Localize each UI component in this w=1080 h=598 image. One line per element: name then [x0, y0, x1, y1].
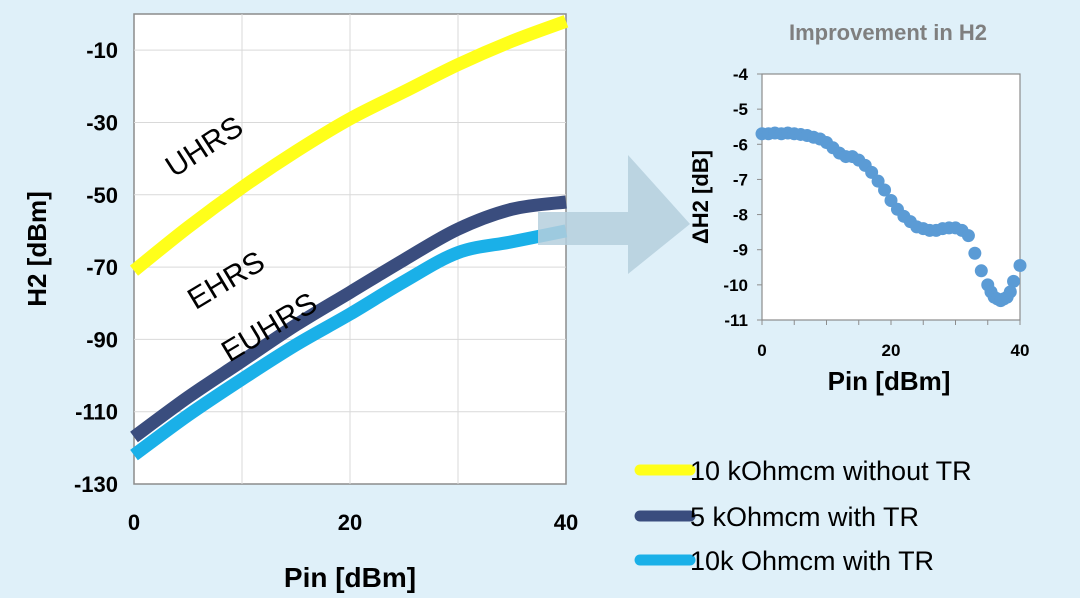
main-x-axis-title: Pin [dBm] — [284, 562, 416, 593]
inset-data-point — [1007, 274, 1021, 288]
inset-data-point — [878, 183, 892, 197]
legend-label: 10k Ohmcm with TR — [690, 546, 934, 576]
inset-y-tick-label: -4 — [733, 65, 749, 84]
main-series-line-1 — [130, 195, 567, 443]
inset-y-tick-label: -5 — [733, 100, 748, 119]
main-x-tick-label: 20 — [338, 510, 362, 535]
inset-data-point — [1013, 259, 1027, 273]
inset-y-tick-label: -10 — [723, 276, 748, 295]
inset-x-axis-title: Pin [dBm] — [828, 366, 951, 396]
main-y-tick-label: -10 — [86, 38, 118, 63]
main-y-tick-label: -110 — [75, 400, 118, 425]
inset-y-tick-label: -6 — [733, 135, 748, 154]
legend-label: 5 kOhmcm with TR — [690, 502, 919, 532]
main-y-tick-labels: -10 -30 -50 -70 -90 -110 -130 — [74, 38, 118, 497]
inset-data-points — [755, 126, 1027, 308]
legend-entry: 10 kOhmcm without TR — [634, 456, 972, 486]
arrow-shape — [538, 155, 690, 274]
main-series-line-0 — [129, 15, 569, 276]
inset-y-tick-label: -8 — [733, 206, 748, 225]
inset-y-tick-label: -9 — [733, 241, 748, 260]
legend: 10 kOhmcm without TR 5 kOhmcm with TR 10k … — [634, 456, 972, 576]
main-gridlines — [134, 14, 566, 484]
main-y-axis-title: H2 [dBm] — [22, 191, 52, 307]
main-series-line-2 — [130, 224, 568, 461]
inset-data-point — [1003, 285, 1017, 299]
main-y-tick-label: -70 — [86, 255, 118, 280]
main-x-tick-labels: 0 20 40 — [128, 510, 578, 535]
main-y-tick-label: -90 — [86, 327, 118, 352]
inset-x-tick-label: 0 — [757, 341, 766, 360]
inset-axes — [757, 73, 1021, 325]
inset-chart: Improvement in H2 -4 -5 -6 -7 -8 -9 -10 -11 0 20… — [688, 20, 1029, 396]
inset-chart-title: Improvement in H2 — [789, 20, 987, 45]
main-chart: -10-30-50-70-90-110-130 0 20 40 UHRSEHRSEU… — [22, 13, 578, 593]
inset-data-point — [961, 229, 975, 243]
inset-x-tick-labels: 0 20 40 — [757, 341, 1029, 360]
main-x-tick-label: 0 — [128, 510, 140, 535]
main-series-lines — [129, 15, 569, 461]
inset-y-axis-title: ΔH2 [dB] — [688, 150, 713, 244]
main-y-tick-label: -130 — [74, 472, 118, 497]
inset-x-tick-label: 40 — [1011, 341, 1030, 360]
main-y-tick-label: -50 — [86, 183, 118, 208]
legend-entry: 10k Ohmcm with TR — [634, 546, 934, 576]
main-x-tick-label: 40 — [554, 510, 578, 535]
legend-entry: 5 kOhmcm with TR — [634, 502, 919, 532]
main-y-tick-label: -30 — [86, 110, 118, 135]
inset-x-tick-label: 20 — [882, 341, 901, 360]
inset-y-tick-label: -11 — [724, 311, 748, 330]
inset-y-tick-labels: -4 -5 -6 -7 -8 -9 -10 -11 — [723, 65, 748, 330]
legend-label: 10 kOhmcm without TR — [690, 456, 972, 486]
inset-y-tick-label: -7 — [733, 170, 748, 189]
inset-data-point — [974, 264, 988, 278]
inset-data-point — [968, 246, 982, 260]
